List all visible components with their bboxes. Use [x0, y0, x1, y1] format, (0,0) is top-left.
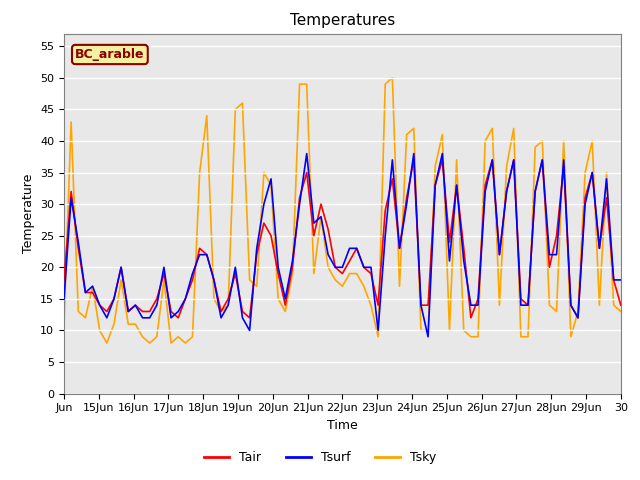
Legend: Tair, Tsurf, Tsky: Tair, Tsurf, Tsky	[198, 446, 442, 469]
Text: BC_arable: BC_arable	[75, 48, 145, 61]
X-axis label: Time: Time	[327, 419, 358, 432]
Y-axis label: Temperature: Temperature	[22, 174, 35, 253]
Title: Temperatures: Temperatures	[290, 13, 395, 28]
